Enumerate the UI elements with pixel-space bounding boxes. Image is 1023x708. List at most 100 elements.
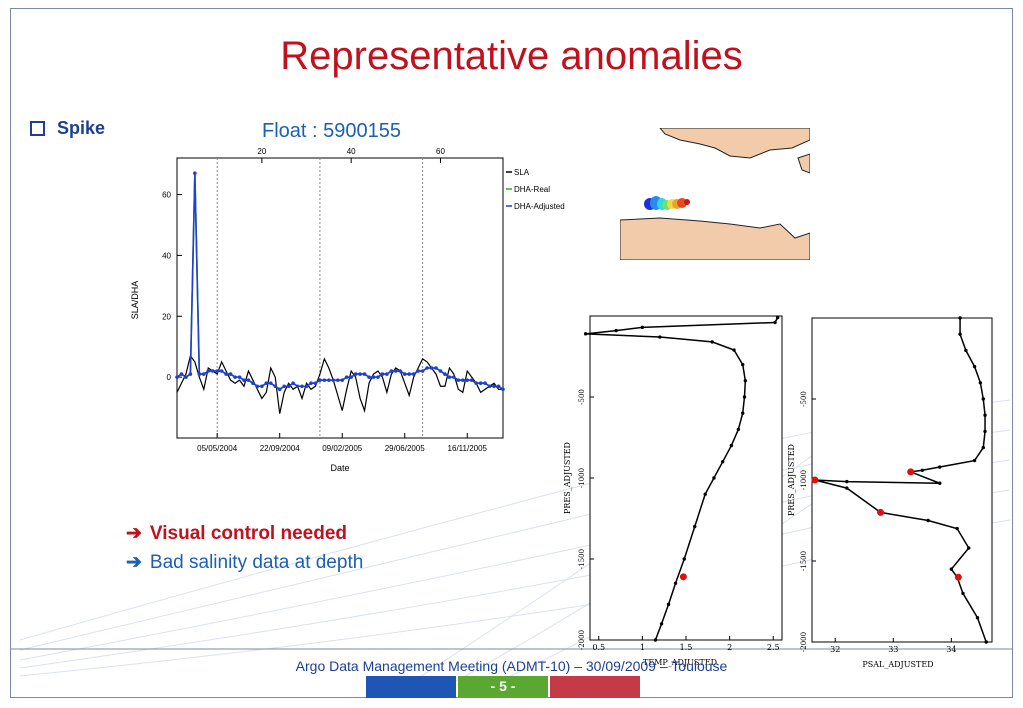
psal-x-tick-label: 33 [888, 645, 898, 654]
footer-meeting: Argo Data Management Meeting (ADMT-10) –… [295, 658, 728, 674]
temp-y-tick-label: -1000 [578, 468, 586, 488]
ts-point-dha-adjusted [353, 372, 358, 376]
ts-point-dha-adjusted [461, 378, 465, 382]
psal-x-tick-label: 32 [830, 645, 840, 654]
ts-point-dha-adjusted [201, 372, 206, 376]
ts-point-dha-adjusted [327, 378, 331, 382]
temp-y-tick-label: -2000 [578, 630, 586, 650]
slide-title: Representative anomalies [280, 34, 743, 78]
psal-profile-point [938, 465, 942, 469]
psal-y-tick-label: -1500 [800, 551, 808, 571]
ts-point-dha-adjusted [380, 372, 385, 376]
ts-point-dha-adjusted [188, 372, 193, 376]
ts-point-dha-adjusted [260, 384, 264, 389]
timeseries-frame: 0 20 40 60 20 40 60 05/05/2004 22/09/2004 09/02/2… [162, 147, 504, 453]
ts-point-dha-adjusted [474, 381, 479, 386]
temp-profile-point [775, 315, 780, 320]
bullet-spike: Spike [30, 118, 105, 139]
note-visual-control: ➔ Visual control needed [126, 522, 347, 545]
temp-profile-point [693, 524, 697, 529]
ts-point-dha-adjusted [277, 387, 282, 392]
temp-y-tick-label: -1500 [578, 549, 586, 569]
psal-profile-point [967, 546, 971, 550]
ts-point-dha-adjusted [385, 372, 389, 376]
ts-y-tick-label: 40 [162, 251, 171, 260]
ts-point-dha-adjusted [465, 378, 470, 382]
psal-profile-point [983, 429, 987, 434]
ts-point-dha-adjusted [402, 372, 407, 376]
ts-point-dha-adjusted [300, 384, 304, 389]
psal-flagged-point [811, 476, 819, 484]
ts-point-dha-adjusted [175, 375, 179, 379]
ts-point-dha-adjusted [371, 375, 376, 379]
ts-point-dha-adjusted [219, 369, 224, 373]
psal-flagged-point [954, 573, 962, 581]
note-text: Visual control needed [149, 523, 348, 544]
ts-point-dha-adjusted [420, 369, 425, 373]
ts-point-dha-adjusted [429, 366, 434, 370]
ts-x-axis-label: Date [330, 463, 349, 473]
psal-plot-frame [811, 317, 993, 643]
map-land-north [659, 128, 810, 159]
ts-point-dha-adjusted [264, 381, 269, 386]
temp-profile-point [720, 460, 725, 464]
psal-marks [811, 316, 988, 644]
ts-legend-label: SLA [514, 168, 530, 177]
ts-point-dha-adjusted [469, 378, 474, 382]
ts-point-dha-adjusted [313, 381, 318, 386]
float-trajectory-points [644, 196, 690, 210]
psal-flagged-point [907, 468, 915, 476]
psal-profile-point [955, 526, 959, 531]
psal-profile-point [975, 616, 980, 620]
timeseries-marks: SLA DHA-Real DHA-Adjusted [175, 168, 565, 414]
ts-point-dha-adjusted [487, 384, 492, 389]
note-bad-salinity: ➔ Bad salinity data at depth [126, 551, 363, 574]
salinity-profile-chart: 32 33 34-500-1000-1500-2000 PSAL_ADJUSTED … [787, 316, 993, 669]
psal-profile-line [814, 318, 987, 643]
note-text: Bad salinity data at depth [149, 552, 364, 573]
ts-point-dha-adjusted [376, 375, 380, 379]
ts-date-tick-label: 09/02/2005 [322, 444, 363, 453]
ts-y-tick-label: 60 [162, 191, 171, 200]
ts-point-dha-adjusted [483, 381, 487, 386]
psal-profile-point [964, 348, 968, 353]
temp-profile-point [710, 340, 714, 344]
page-bar-red [550, 676, 640, 698]
psal-profile-point [983, 413, 987, 417]
ts-point-dha-adjusted [478, 381, 483, 386]
psal-profile-point [984, 640, 988, 644]
checkbox-bullet-icon [30, 121, 45, 136]
arrow-right-icon: ➔ [126, 552, 142, 573]
ts-point-dha-adjusted [193, 171, 197, 176]
ts-point-dha-adjusted [411, 372, 416, 376]
temp-x-axis-label: TEMP_ADJUSTED [643, 658, 717, 667]
psal-frame: 32 33 34 -500 -1000 -1500 -2000 [800, 317, 993, 654]
temp-y-tick-label: -500 [578, 389, 586, 405]
ts-point-dha-adjusted [407, 372, 412, 376]
psal-profile-point [949, 567, 954, 571]
psal-profile-point [978, 381, 983, 385]
ts-point-dha-adjusted [318, 378, 322, 382]
ts-point-dha-adjusted [215, 369, 219, 373]
ts-point-dha-adjusted [251, 381, 255, 386]
temp-profile-point [743, 379, 748, 383]
psal-profile-point [845, 479, 849, 484]
ts-point-dha-adjusted [447, 375, 452, 379]
ts-point-dha-adjusted [210, 369, 215, 373]
ts-plot-frame [176, 157, 504, 439]
psal-profile-point [926, 518, 930, 523]
temp-y-axis-label: PRES_ADJUSTED [563, 442, 572, 514]
ts-point-dha-adjusted [224, 372, 228, 376]
psal-profile-point [981, 445, 985, 450]
map-land-east [797, 153, 810, 174]
ts-point-dha-adjusted [340, 378, 345, 382]
float-trajectory-map [620, 128, 810, 260]
ts-point-dha-adjusted [233, 375, 237, 379]
psal-y-tick-label: -1000 [800, 470, 808, 490]
ts-top-tick-label: 20 [257, 147, 266, 156]
psal-flagged-point [877, 508, 885, 516]
temp-profile-point [658, 335, 662, 339]
ts-point-dha-adjusted [286, 384, 291, 389]
ts-point-dha-adjusted [349, 375, 353, 379]
